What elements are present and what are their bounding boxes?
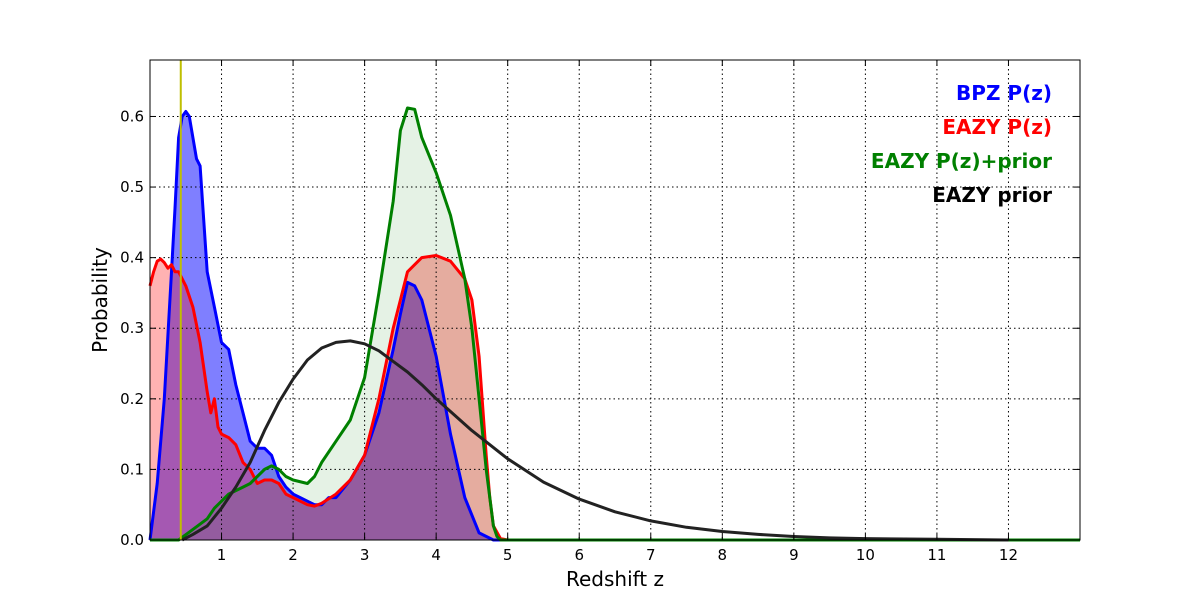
legend-entry-eazy-prior-combined: EAZY P(z)+prior: [871, 149, 1052, 173]
y-axis-title: Probability: [88, 247, 112, 353]
y-axis-ticks: 0.0 0.1 0.2 0.3 0.4 0.5 0.6: [120, 107, 1080, 549]
grid: [150, 60, 1080, 540]
x-tick-label: 7: [646, 546, 656, 564]
legend: BPZ P(z) EAZY P(z) EAZY P(z)+prior EAZY …: [871, 81, 1052, 207]
series-fills: [150, 108, 1080, 540]
series-line-eazy-prior: [181, 339, 1009, 542]
y-tick-label: 0.1: [120, 460, 144, 478]
x-tick-label: 1: [217, 546, 227, 564]
x-tick-label: 9: [789, 546, 799, 564]
series-lines: [148, 60, 1080, 542]
y-tick-label: 0.4: [120, 249, 144, 267]
legend-entry-eazy-prior: EAZY prior: [932, 183, 1052, 207]
x-tick-label: 10: [856, 546, 875, 564]
legend-entry-bpz: BPZ P(z): [956, 81, 1052, 105]
plot-frame: [149, 59, 1081, 541]
x-tick-label: 12: [999, 546, 1018, 564]
legend-entry-eazy: EAZY P(z): [942, 115, 1052, 139]
x-axis-title: Redshift z: [566, 567, 664, 591]
x-tick-label: 5: [503, 546, 513, 564]
x-tick-label: 4: [431, 546, 441, 564]
series-fill-bpz: [150, 111, 1080, 540]
y-tick-label: 0.6: [120, 107, 144, 125]
x-axis-ticks: 1 2 3 4 5 6 7 8 9 10 11 12: [217, 60, 1018, 564]
series-line-eazy-prior-combined: [150, 106, 1080, 542]
x-tick-label: 8: [718, 546, 728, 564]
x-tick-label: 11: [927, 546, 946, 564]
series-line-bpz: [148, 110, 1080, 542]
y-tick-label: 0.0: [120, 531, 144, 549]
series-fill-eazy-prior-combined: [150, 108, 1080, 540]
y-tick-label: 0.2: [120, 390, 144, 408]
x-tick-label: 2: [288, 546, 298, 564]
y-tick-label: 0.3: [120, 319, 144, 337]
y-tick-label: 0.5: [120, 178, 144, 196]
x-tick-label: 3: [360, 546, 370, 564]
x-tick-label: 6: [574, 546, 584, 564]
series-line-eazy: [148, 254, 1080, 542]
series-fill-eazy: [150, 255, 1080, 540]
